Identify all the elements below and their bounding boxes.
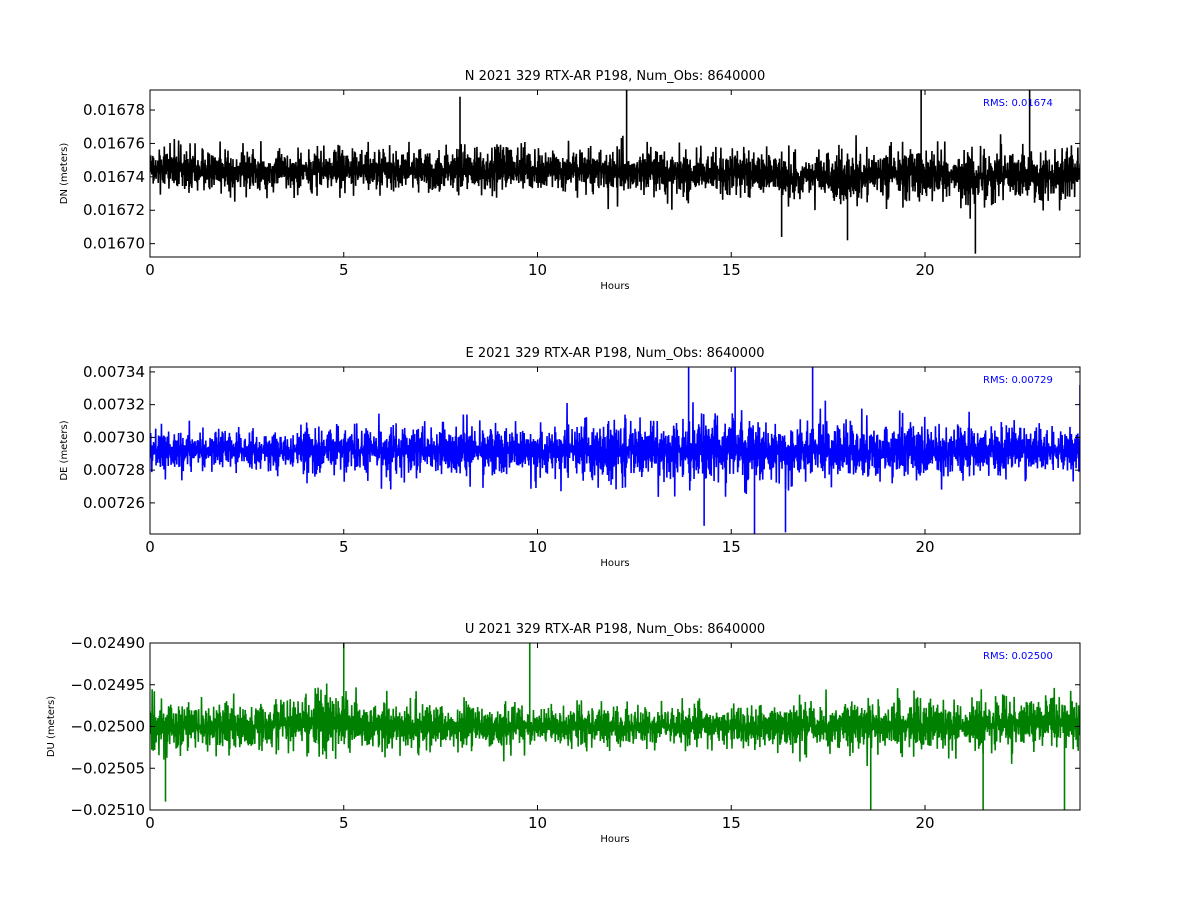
x-tick-label: 20 — [915, 261, 934, 279]
series-trace — [150, 400, 1080, 497]
x-tick-label: 0 — [145, 538, 155, 556]
y-tick-label: 0.00728 — [83, 461, 145, 479]
y-tick-label: 0.00734 — [83, 363, 145, 381]
rms-annotation: RMS: 0.00729 — [983, 375, 1053, 386]
rms-annotation: RMS: 0.02500 — [983, 651, 1053, 662]
y-axis-label: DU (meters) — [46, 696, 57, 757]
y-tick-label: −0.02495 — [70, 676, 145, 694]
axes-frame — [149, 366, 1081, 535]
y-tick-label: 0.01674 — [83, 168, 145, 186]
subplot-1: 0 5 10 15 20 0.01670 0.01672 0.01674 0.01676 0.01… — [59, 69, 1081, 292]
y-tick-label: −0.02500 — [70, 718, 145, 736]
x-tick-label: 0 — [145, 261, 155, 279]
chart-title: N 2021 329 RTX-AR P198, Num_Obs: 8640000 — [465, 69, 765, 84]
chart-title: E 2021 329 RTX-AR P198, Num_Obs: 8640000 — [466, 346, 765, 361]
x-tick-label: 15 — [722, 261, 741, 279]
chart-title: U 2021 329 RTX-AR P198, Num_Obs: 8640000 — [465, 622, 765, 637]
y-tick-label: 0.00732 — [83, 396, 145, 414]
x-axis-label: Hours — [600, 558, 629, 569]
x-axis-label: Hours — [600, 281, 629, 292]
y-tick-label: −0.02490 — [70, 634, 145, 652]
y-tick-label: 0.01670 — [83, 235, 145, 253]
series-trace — [150, 134, 1080, 219]
x-tick-label: 20 — [915, 538, 934, 556]
x-tick-label: 15 — [722, 538, 741, 556]
x-tick-label: 15 — [722, 814, 741, 832]
x-tick-label: 10 — [528, 538, 547, 556]
x-tick-label: 5 — [339, 814, 349, 832]
y-tick-label: 0.01678 — [83, 101, 145, 119]
subplot-3: 0 5 10 15 20 −0.02510 −0.02505 −0.02500 −0.02495… — [46, 622, 1081, 845]
y-axis-label: DE (meters) — [59, 420, 70, 480]
y-axis-label: DN (meters) — [59, 143, 70, 205]
x-tick-label: 0 — [145, 814, 155, 832]
y-tick-label: 0.01676 — [83, 134, 145, 152]
y-tick-label: 0.01672 — [83, 201, 145, 219]
x-tick-label: 10 — [528, 261, 547, 279]
x-axis-label: Hours — [600, 834, 629, 845]
subplot-2: 0 5 10 15 20 0.00726 0.00728 0.00730 0.00732 0.00… — [59, 346, 1081, 569]
x-tick-label: 10 — [528, 814, 547, 832]
x-tick-label: 20 — [915, 814, 934, 832]
y-tick-label: −0.02505 — [70, 759, 145, 777]
y-tick-label: 0.00730 — [83, 428, 145, 446]
y-tick-label: −0.02510 — [70, 801, 145, 819]
x-tick-label: 5 — [339, 538, 349, 556]
x-tick-label: 5 — [339, 261, 349, 279]
y-tick-label: 0.00726 — [83, 494, 145, 512]
axes-frame — [149, 89, 1081, 258]
rms-annotation: RMS: 0.01674 — [983, 98, 1053, 109]
series-trace — [150, 683, 1080, 766]
